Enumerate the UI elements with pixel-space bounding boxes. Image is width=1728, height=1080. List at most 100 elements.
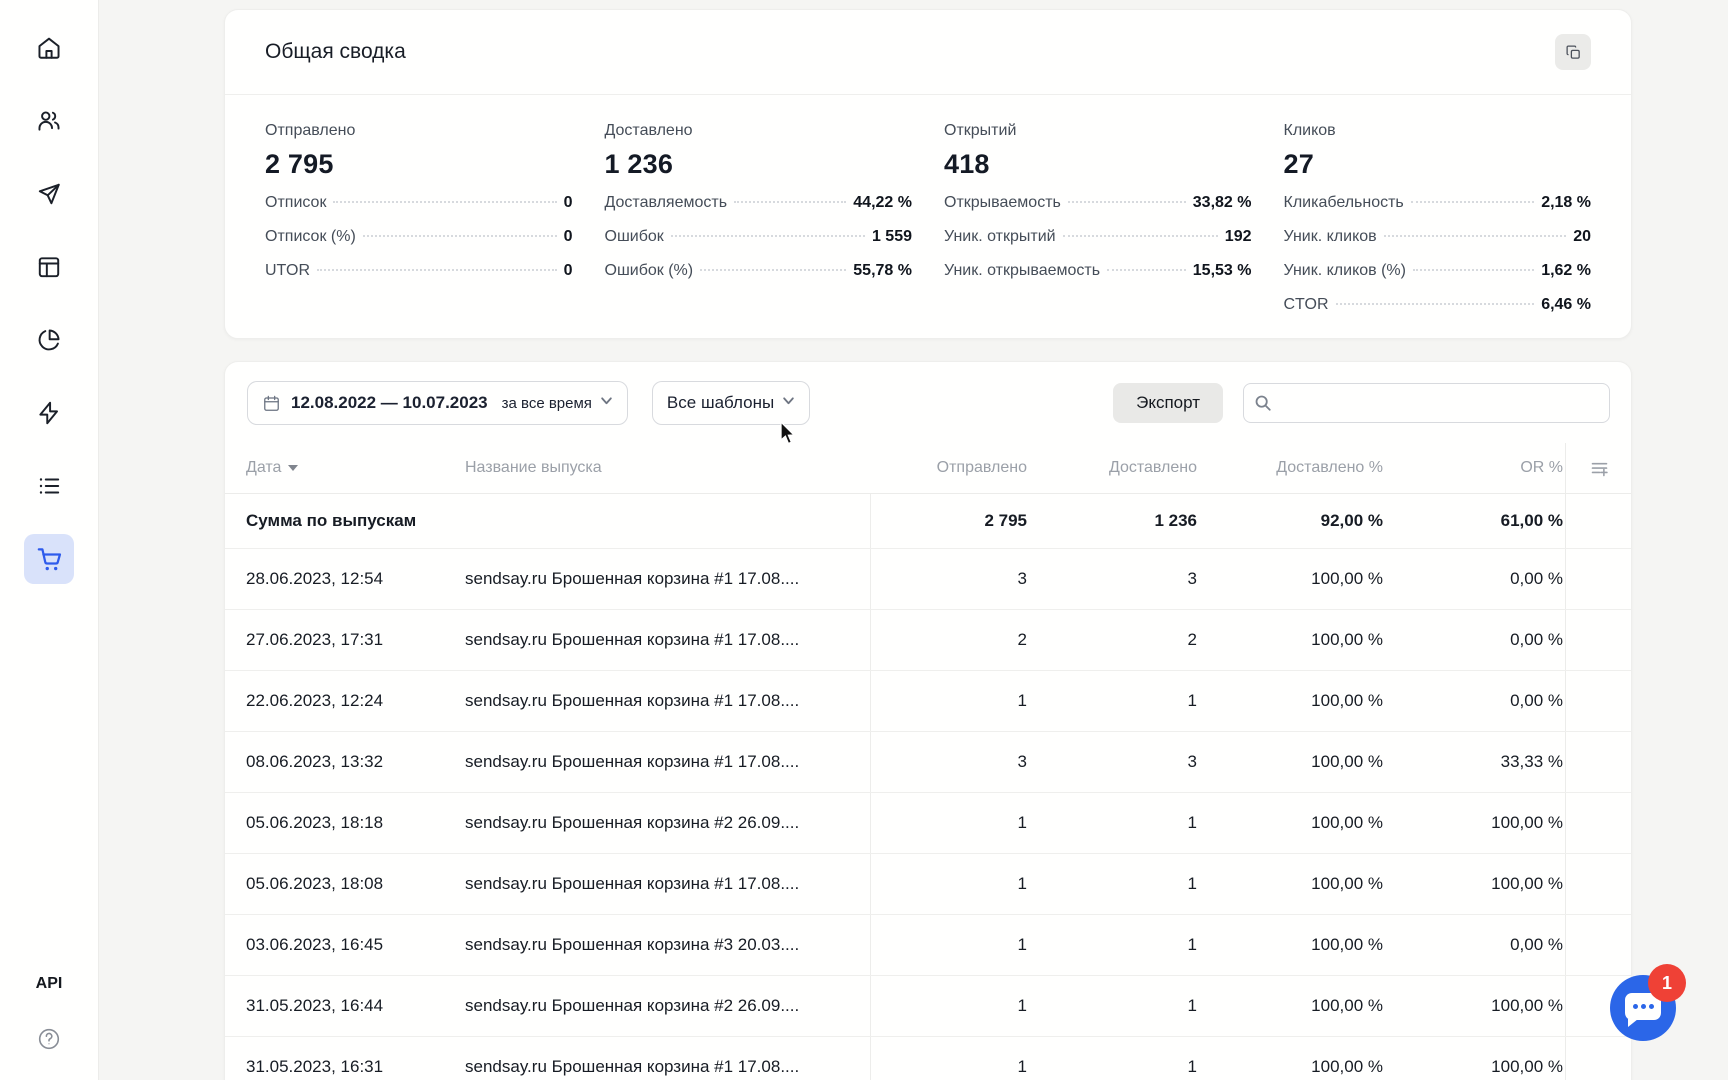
row-actions-cell	[1565, 549, 1633, 609]
column-header-delivered-pct[interactable]: Доставлено %	[1199, 459, 1385, 477]
metric-value: 6,46 %	[1541, 296, 1591, 314]
metric-label: Уник. кликов	[1284, 228, 1377, 246]
cell-delivered: 1	[1029, 874, 1199, 894]
cell-date: 05.06.2023, 18:18	[246, 813, 465, 833]
metric-row: Открываемость 33,82 %	[944, 194, 1252, 228]
cell-or-pct: 100,00 %	[1385, 874, 1565, 894]
cell-delivered: 1	[1029, 996, 1199, 1016]
sidebar-item-statistics[interactable]	[24, 315, 74, 365]
chat-button[interactable]: 1	[1610, 975, 1676, 1041]
metric-label: Открываемость	[944, 194, 1061, 212]
row-actions-cell	[1565, 610, 1633, 670]
metric-value: 15,53 %	[1193, 262, 1252, 280]
table-row[interactable]: 08.06.2023, 13:32 sendsay.ru Брошенная к…	[225, 732, 1631, 793]
cell-date: 31.05.2023, 16:44	[246, 996, 465, 1016]
cell-name[interactable]: sendsay.ru Брошенная корзина #1 17.08...…	[465, 671, 871, 731]
stat-column-delivered: Доставлено 1 236 Доставляемость44,22 % О…	[605, 122, 913, 330]
metric-value: 0	[564, 194, 573, 212]
help-button[interactable]	[37, 1027, 61, 1056]
cell-date: 28.06.2023, 12:54	[246, 569, 465, 589]
add-column-icon[interactable]	[1589, 458, 1610, 479]
copy-summary-button[interactable]	[1555, 34, 1591, 70]
stat-value: 1 236	[605, 149, 913, 180]
summary-stats: Отправлено 2 795 Отписок0 Отписок (%)0 U…	[225, 95, 1631, 330]
cell-sent: 3	[871, 752, 1029, 772]
column-header-label: Дата	[246, 459, 281, 477]
sidebar-item-automation[interactable]	[24, 388, 74, 438]
cell-name[interactable]: sendsay.ru Брошенная корзина #1 17.08...…	[465, 610, 871, 670]
cell-delivered-pct: 100,00 %	[1199, 1057, 1385, 1077]
cell-sent: 1	[871, 1057, 1029, 1077]
cell-delivered: 1 236	[1029, 511, 1199, 531]
stat-label: Отправлено	[265, 122, 573, 140]
sidebar-item-lists[interactable]	[24, 461, 74, 511]
chat-unread-badge: 1	[1648, 964, 1686, 1002]
table-row[interactable]: 31.05.2023, 16:44 sendsay.ru Брошенная к…	[225, 976, 1631, 1037]
sidebar-item-templates[interactable]	[24, 242, 74, 292]
cell-sent: 1	[871, 935, 1029, 955]
sidebar-item-shop[interactable]	[24, 534, 74, 584]
metric-row: Отписок (%)0	[265, 228, 573, 262]
search-input[interactable]	[1280, 394, 1599, 412]
cell-delivered-pct: 100,00 %	[1199, 569, 1385, 589]
metric-value: 33,82 %	[1193, 194, 1252, 212]
cell-sent: 1	[871, 691, 1029, 711]
cell-sent: 2	[871, 630, 1029, 650]
metric-value: 44,22 %	[853, 194, 912, 212]
row-actions-cell	[1565, 732, 1633, 792]
search-box[interactable]	[1243, 383, 1610, 423]
cell-name[interactable]: sendsay.ru Брошенная корзина #3 20.03...…	[465, 915, 871, 975]
metric-row: Уник. открытий192	[944, 228, 1252, 262]
column-header-delivered[interactable]: Доставлено	[1029, 459, 1199, 477]
cell-name[interactable]: sendsay.ru Брошенная корзина #1 17.08...…	[465, 549, 871, 609]
column-header-sent[interactable]: Отправлено	[871, 459, 1029, 477]
column-header-or-pct[interactable]: OR %	[1385, 459, 1565, 477]
pie-chart-icon	[36, 327, 62, 353]
column-header-name[interactable]: Название выпуска	[465, 459, 871, 477]
stat-value: 418	[944, 149, 1252, 180]
sidebar-item-home[interactable]	[24, 23, 74, 73]
metric-label: UTOR	[265, 262, 310, 280]
metric-row: Уник. кликов20	[1284, 228, 1592, 262]
cell-delivered-pct: 100,00 %	[1199, 691, 1385, 711]
cell-date: 05.06.2023, 18:08	[246, 874, 465, 894]
table-row[interactable]: 22.06.2023, 12:24 sendsay.ru Брошенная к…	[225, 671, 1631, 732]
export-button[interactable]: Экспорт	[1113, 383, 1223, 423]
metric-value: 55,78 %	[853, 262, 912, 280]
cell-or-pct: 100,00 %	[1385, 813, 1565, 833]
cell-date: 27.06.2023, 17:31	[246, 630, 465, 650]
cell-name[interactable]: sendsay.ru Брошенная корзина #1 17.08...…	[465, 732, 871, 792]
metric-row: Ошибок (%)55,78 %	[605, 262, 913, 296]
cell-date: 03.06.2023, 16:45	[246, 935, 465, 955]
cell-name[interactable]: sendsay.ru Брошенная корзина #1 17.08...…	[465, 1037, 871, 1080]
row-actions-cell	[1565, 671, 1633, 731]
cell-delivered: 2	[1029, 630, 1199, 650]
table-header: Дата Название выпуска Отправлено Доставл…	[225, 443, 1631, 494]
sidebar-item-campaigns[interactable]	[24, 169, 74, 219]
column-header-date[interactable]: Дата	[246, 459, 465, 477]
sidebar-item-audience[interactable]	[24, 96, 74, 146]
table-row[interactable]: 03.06.2023, 16:45 sendsay.ru Брошенная к…	[225, 915, 1631, 976]
table-row[interactable]: 05.06.2023, 18:18 sendsay.ru Брошенная к…	[225, 793, 1631, 854]
row-actions-cell	[1565, 854, 1633, 914]
layout-icon	[36, 254, 62, 280]
cell-name[interactable]: sendsay.ru Брошенная корзина #1 17.08...…	[465, 854, 871, 914]
date-range-picker[interactable]: 12.08.2022 — 10.07.2023 за все время	[247, 381, 628, 425]
cell-name[interactable]: sendsay.ru Брошенная корзина #2 26.09...…	[465, 976, 871, 1036]
api-link[interactable]: API	[36, 975, 63, 993]
send-icon	[36, 181, 62, 207]
metric-value: 0	[564, 262, 573, 280]
metric-label: Уник. открываемость	[944, 262, 1100, 280]
cell-date: 31.05.2023, 16:31	[246, 1057, 465, 1077]
metric-value: 2,18 %	[1541, 194, 1591, 212]
cell-name[interactable]: sendsay.ru Брошенная корзина #2 26.09...…	[465, 793, 871, 853]
template-filter-dropdown[interactable]: Все шаблоны	[652, 381, 810, 425]
cell-date: 22.06.2023, 12:24	[246, 691, 465, 711]
chat-widget[interactable]: 1	[1610, 975, 1676, 1041]
summary-row-label: Сумма по выпускам	[246, 511, 465, 531]
table-row[interactable]: 05.06.2023, 18:08 sendsay.ru Брошенная к…	[225, 854, 1631, 915]
table-row[interactable]: 28.06.2023, 12:54 sendsay.ru Брошенная к…	[225, 549, 1631, 610]
table-row[interactable]: 27.06.2023, 17:31 sendsay.ru Брошенная к…	[225, 610, 1631, 671]
cart-icon	[36, 546, 63, 573]
table-row[interactable]: 31.05.2023, 16:31 sendsay.ru Брошенная к…	[225, 1037, 1631, 1080]
